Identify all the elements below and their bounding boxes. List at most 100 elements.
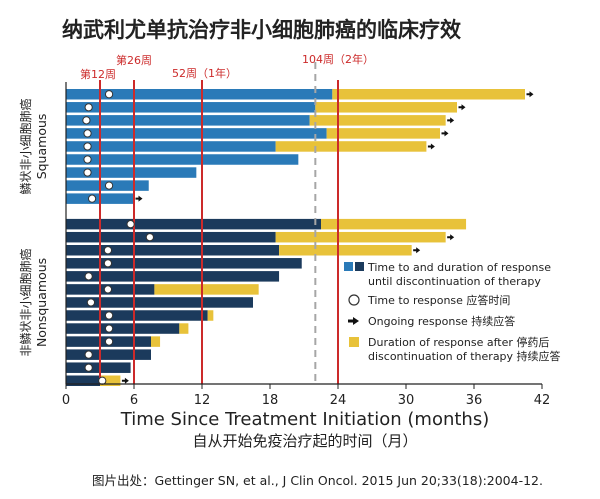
bar-until-discontinuation — [66, 167, 197, 178]
time-to-response-marker — [84, 272, 93, 281]
time-to-response-marker — [83, 129, 92, 138]
bar-until-discontinuation — [66, 297, 253, 308]
chart-title: 纳武利尤单抗治疗非小细胞肺癌的临床疗效 — [62, 18, 461, 42]
x-tick-label: 30 — [398, 393, 415, 408]
x-tick-label: 42 — [534, 393, 551, 408]
bar-until-discontinuation — [66, 323, 180, 334]
x-tick-label: 12 — [194, 393, 211, 408]
time-to-response-marker — [82, 116, 91, 125]
bar-until-discontinuation — [66, 218, 321, 230]
time-to-response-marker — [104, 337, 114, 346]
legend-entry-text: Time to response 应答时间 — [367, 293, 510, 307]
reference-line-label: 52周（1年） — [172, 66, 237, 80]
bar-until-discontinuation — [66, 271, 280, 282]
time-to-response-marker — [84, 350, 93, 359]
legend-nonsquamous-swatch — [355, 262, 364, 271]
bar-until-discontinuation — [66, 102, 316, 113]
group-label-en: Nonsquamous — [34, 258, 49, 347]
bar-after-discontinuation — [275, 141, 427, 152]
legend-squamous-swatch — [344, 262, 353, 271]
reference-line-label: 第26周 — [116, 53, 152, 67]
group-label-en: Squamous — [34, 114, 49, 180]
legend-entry-line: Ongoing response 持续应答 — [368, 314, 515, 328]
time-to-response-marker — [103, 285, 113, 294]
bar-until-discontinuation — [66, 154, 299, 165]
time-to-response-marker — [83, 155, 92, 164]
time-to-response-marker — [86, 298, 96, 307]
bar-after-discontinuation — [321, 218, 467, 230]
bar-until-discontinuation — [66, 258, 302, 269]
legend-entry-text: Duration of response after 停药后 discontinu… — [368, 335, 561, 363]
time-to-response-marker — [104, 311, 114, 320]
time-to-response-marker — [83, 142, 92, 151]
bar-until-discontinuation — [66, 128, 327, 139]
reference-line-label: 第12周 — [80, 67, 116, 81]
time-to-response-marker — [103, 259, 113, 268]
legend-entry-text: Ongoing response 持续应答 — [368, 314, 515, 328]
legend-circle-icon — [348, 294, 360, 306]
bar-after-discontinuation — [275, 231, 446, 243]
legend-arrow-icon — [348, 317, 359, 325]
legend: Time to and duration of response until di… — [344, 261, 561, 363]
bar-until-discontinuation — [66, 245, 280, 256]
ongoing-response-arrow — [441, 130, 449, 137]
time-to-response-marker — [98, 376, 107, 385]
bar-after-discontinuation — [279, 245, 412, 256]
bar-until-discontinuation — [66, 362, 131, 373]
bar-until-discontinuation — [66, 89, 333, 100]
time-to-response-marker — [104, 90, 114, 99]
citation: 图片出处：Gettinger SN, et al., J Clin Oncol.… — [92, 473, 543, 488]
x-tick-label: 24 — [330, 393, 347, 408]
ongoing-response-arrow — [427, 143, 435, 150]
legend-entry-line: Time to response 应答时间 — [367, 293, 510, 307]
bar-after-discontinuation — [309, 115, 446, 126]
bar-after-discontinuation — [100, 375, 121, 386]
ongoing-response-arrow — [526, 91, 534, 98]
x-axis-label: Time Since Treatment Initiation (months) — [120, 409, 489, 430]
bar-until-discontinuation — [66, 375, 100, 386]
ongoing-response-arrow — [121, 377, 129, 384]
ongoing-response-arrow — [458, 104, 466, 111]
legend-entry-line: Time to and duration of response — [367, 261, 551, 274]
x-tick-label: 18 — [262, 393, 279, 408]
bar-until-discontinuation — [66, 141, 276, 152]
bar-until-discontinuation — [66, 115, 310, 126]
ongoing-response-arrow — [447, 117, 455, 124]
bar-after-discontinuation — [151, 336, 161, 347]
time-to-response-marker — [83, 168, 92, 177]
ongoing-response-arrow — [135, 195, 143, 202]
markers-layer — [82, 90, 534, 385]
legend-entry-text: Time to and duration of response until di… — [367, 261, 551, 288]
group-label-cn: 非鳞状非小细胞肺癌 — [18, 248, 33, 356]
group-label-cn: 鳞状非小细胞肺癌 — [18, 98, 33, 194]
x-tick-label: 6 — [130, 393, 138, 408]
time-to-response-marker — [84, 363, 93, 372]
time-to-response-marker — [87, 194, 97, 203]
legend-entry-line: until discontinuation of therapy — [368, 275, 541, 288]
x-tick-label: 36 — [466, 393, 483, 408]
ongoing-response-arrow — [413, 247, 421, 254]
x-axis-label-cn: 自从开始免疫治疗起的时间（月） — [192, 432, 417, 450]
time-to-response-marker — [103, 246, 113, 255]
x-axis: 0 6 12 18 24 30 36 42 Time Since Treatment Initi… — [62, 82, 550, 450]
bar-after-discontinuation — [332, 89, 525, 100]
time-to-response-marker — [104, 181, 114, 190]
time-to-response-marker — [145, 233, 154, 242]
x-tick-label: 0 — [62, 393, 70, 408]
bar-until-discontinuation — [66, 349, 151, 360]
bar-after-discontinuation — [326, 128, 440, 139]
ongoing-response-arrow — [447, 234, 455, 241]
bar-after-discontinuation — [154, 284, 259, 295]
legend-yellow-swatch — [349, 337, 359, 347]
legend-entry-line: Duration of response after 停药后 — [368, 335, 549, 349]
time-to-response-marker — [104, 324, 114, 333]
bar-after-discontinuation — [315, 102, 457, 113]
bar-until-discontinuation — [66, 310, 208, 321]
bar-after-discontinuation — [207, 310, 214, 321]
time-to-response-marker — [84, 103, 93, 112]
bars-layer — [66, 89, 525, 386]
bar-after-discontinuation — [179, 323, 189, 334]
legend-entry-line: discontinuation of therapy 持续应答 — [368, 349, 561, 363]
